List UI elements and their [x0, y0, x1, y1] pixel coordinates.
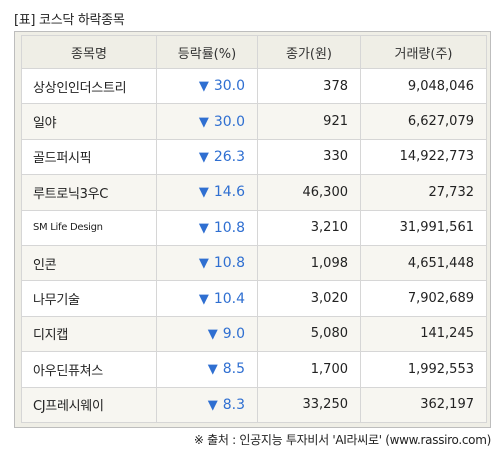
close-price: 46,300: [257, 174, 361, 211]
header-change-rate: 등락률(%): [156, 35, 258, 69]
volume: 9,048,046: [360, 67, 487, 105]
change-rate: 30.0: [213, 113, 245, 130]
change-rate-cell: ▼ 8.3: [156, 386, 258, 423]
table-row: 골드퍼시픽 ▼ 26.3 330 14,922,773: [21, 138, 487, 176]
change-rate-cell: ▼ 9.0: [156, 315, 258, 353]
change-rate-cell: ▼ 26.3: [156, 138, 258, 176]
decline-stocks-table: 종목명 등락률(%) 종가(원) 거래량(주) 상상인인더스트리 ▼ 30.0 378…: [21, 35, 487, 423]
stock-name: 인콘: [21, 244, 157, 282]
volume: 14,922,773: [360, 138, 487, 176]
source-note: ※ 출처 : 인공지능 투자비서 'AI라씨로' (www.rassiro.co…: [193, 433, 491, 447]
close-price: 3,020: [257, 280, 361, 317]
volume: 31,991,561: [360, 209, 487, 246]
change-rate: 26.3: [213, 148, 245, 165]
volume: 362,197: [360, 386, 487, 423]
close-price: 33,250: [257, 386, 361, 423]
down-triangle-icon: ▼: [198, 114, 209, 130]
table-row: 상상인인더스트리 ▼ 30.0 378 9,048,046: [21, 67, 487, 105]
table-row: 아우딘퓨쳐스 ▼ 8.5 1,700 1,992,553: [21, 351, 487, 388]
volume: 141,245: [360, 315, 487, 353]
volume: 27,732: [360, 174, 487, 211]
close-price: 921: [257, 103, 361, 140]
stock-name: 루트로닉3우C: [21, 174, 157, 211]
table-header-row: 종목명 등락률(%) 종가(원) 거래량(주): [21, 35, 487, 69]
stock-name: 나무기술: [21, 280, 157, 317]
table-row: 일야 ▼ 30.0 921 6,627,079: [21, 103, 487, 140]
header-close-price: 종가(원): [257, 35, 361, 69]
down-triangle-icon: ▼: [198, 185, 209, 201]
change-rate-cell: ▼ 8.5: [156, 351, 258, 388]
change-rate-cell: ▼ 10.8: [156, 209, 258, 246]
close-price: 378: [257, 67, 361, 105]
header-stock-name: 종목명: [21, 35, 157, 69]
close-price: 1,098: [257, 244, 361, 282]
volume: 6,627,079: [360, 103, 487, 140]
volume: 1,992,553: [360, 351, 487, 388]
table-row: SM Life Design ▼ 10.8 3,210 31,991,561: [21, 209, 487, 246]
down-triangle-icon: ▼: [198, 149, 209, 165]
change-rate-cell: ▼ 30.0: [156, 67, 258, 105]
stock-name: 상상인인더스트리: [21, 67, 157, 105]
change-rate: 8.3: [222, 396, 245, 413]
stock-name: SM Life Design: [21, 209, 157, 246]
close-price: 1,700: [257, 351, 361, 388]
stock-name: 골드퍼시픽: [21, 138, 157, 176]
change-rate: 14.6: [213, 184, 245, 201]
change-rate: 9.0: [222, 325, 245, 342]
page-title: [표] 코스닥 하락종목: [14, 13, 125, 28]
stock-name: 디지캡: [21, 315, 157, 353]
down-triangle-icon: ▼: [198, 220, 209, 236]
change-rate-cell: ▼ 14.6: [156, 174, 258, 211]
stock-name: 일야: [21, 103, 157, 140]
stock-name: 아우딘퓨쳐스: [21, 351, 157, 388]
down-triangle-icon: ▼: [198, 291, 209, 307]
table-row: 인콘 ▼ 10.8 1,098 4,651,448: [21, 244, 487, 282]
change-rate-cell: ▼ 10.4: [156, 280, 258, 317]
table-row: 디지캡 ▼ 9.0 5,080 141,245: [21, 315, 487, 353]
close-price: 5,080: [257, 315, 361, 353]
table-row: CJ프레시웨이 ▼ 8.3 33,250 362,197: [21, 386, 487, 423]
change-rate: 10.8: [213, 255, 245, 272]
down-triangle-icon: ▼: [198, 79, 209, 95]
close-price: 330: [257, 138, 361, 176]
table-row: 루트로닉3우C ▼ 14.6 46,300 27,732: [21, 174, 487, 211]
change-rate: 10.4: [213, 290, 245, 307]
down-triangle-icon: ▼: [198, 256, 209, 272]
table-row: 나무기술 ▼ 10.4 3,020 7,902,689: [21, 280, 487, 317]
change-rate: 30.0: [213, 78, 245, 95]
change-rate-cell: ▼ 30.0: [156, 103, 258, 140]
close-price: 3,210: [257, 209, 361, 246]
stock-name: CJ프레시웨이: [21, 386, 157, 423]
down-triangle-icon: ▼: [207, 397, 218, 413]
change-rate: 10.8: [213, 219, 245, 236]
change-rate-cell: ▼ 10.8: [156, 244, 258, 282]
down-triangle-icon: ▼: [207, 326, 218, 342]
volume: 7,902,689: [360, 280, 487, 317]
volume: 4,651,448: [360, 244, 487, 282]
down-triangle-icon: ▼: [207, 362, 218, 378]
table-frame: 종목명 등락률(%) 종가(원) 거래량(주) 상상인인더스트리 ▼ 30.0 378…: [14, 31, 491, 428]
header-volume: 거래량(주): [360, 35, 487, 69]
change-rate: 8.5: [222, 361, 245, 378]
